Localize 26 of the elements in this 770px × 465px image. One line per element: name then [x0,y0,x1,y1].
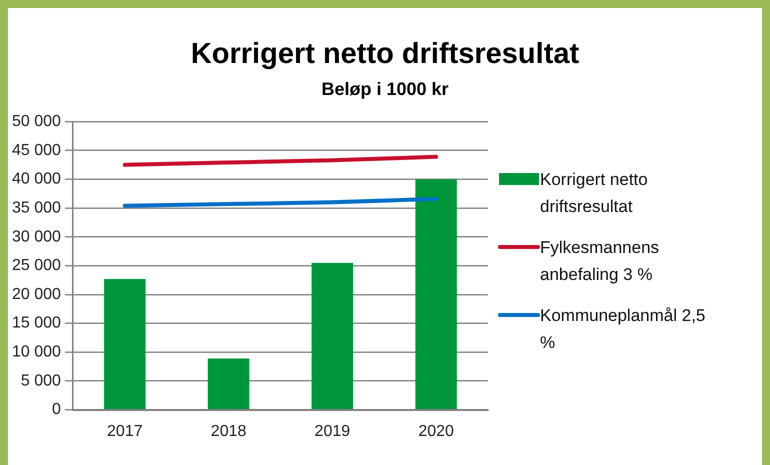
y-tick-label: 0 [52,401,62,418]
y-tick-label: 40 000 [12,170,62,188]
line-series [122,154,438,167]
chart-subtitle: Beløp i 1000 kr [320,79,450,100]
bar [415,179,457,410]
bar [312,262,354,410]
bar [208,358,250,410]
chart-title: Korrigert netto driftsresultat [190,38,580,71]
y-tick-label: 15 000 [12,314,62,332]
y-tick-label: 5 000 [20,372,62,390]
bar [104,278,146,410]
line-series [122,196,438,208]
x-tick-label: 2019 [314,422,350,440]
y-tick-label: 45 000 [12,142,62,159]
x-tick-label: 2018 [210,422,246,440]
legend-label: Korrigert netto driftsresultat [540,168,649,218]
legend-label: Kommuneplanmål 2,5 % [540,304,706,354]
y-tick-label: 30 000 [12,228,62,246]
y-tick-label: 35 000 [12,199,62,216]
legend-label: Fylkesmannens anbefaling 3 % [540,236,660,286]
x-tick-label: 2020 [418,422,454,440]
y-tick-label: 25 000 [12,257,62,274]
x-tick-label: 2017 [107,422,143,440]
y-tick-label: 50 000 [12,113,62,130]
y-tick-label: 20 000 [12,286,62,303]
y-tick-label: 10 000 [12,344,62,361]
